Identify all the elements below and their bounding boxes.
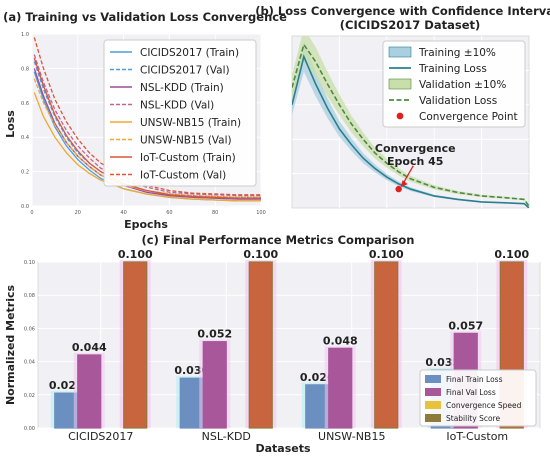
panel-b-series-line [292,54,529,208]
panel-b-confidence-band [292,41,529,208]
panel-a-xtick: 80 [212,210,218,216]
panel-c-ytick: 0.08 [24,293,35,299]
panel-a-xtick: 20 [75,210,81,216]
panel-c-bar [202,341,227,429]
panel-c-xtick: UNSW-NB15 [318,430,385,443]
panel-c-ytick: 0.06 [24,326,35,332]
panel-b-confidence-band [292,36,529,207]
panel-c-bar [328,347,353,429]
panel-a-ytick: 1.0 [21,32,29,38]
panel-b-subtitle: (CICIDS2017 Dataset) [340,18,481,32]
panel-c-bar [77,354,102,429]
panel-a-legend-label: UNSW-NB15 (Val) [140,135,232,147]
panel-c-bar-label: 0.100 [494,248,529,261]
panel-a-xtick: 40 [120,210,126,216]
panel-b-legend-label: Validation Loss [419,95,497,107]
panel-a-series-line [33,78,261,199]
panel-c-bar-label: 0.052 [197,328,232,341]
panel-a-title: (a) Training vs Validation Loss Converge… [3,10,287,24]
panel-c-bar-label: 0.100 [118,248,153,261]
panel-a-legend-label: CICIDS2017 (Train) [140,47,239,59]
panel-c-legend-label: Final Train Loss [446,375,503,384]
panel-a-xlabel: Epochs [124,218,168,231]
panel-b-title: (b) Loss Convergence with Confidence Int… [255,4,550,18]
panel-b-legend-label: Training ±10% [418,47,496,59]
panel-a-legend-label: NSL-KDD (Train) [140,82,224,94]
panel-a-ytick: 0.6 [21,101,29,107]
panel-b-annotation-text: Convergence [375,142,456,155]
panel-c-bar [248,261,273,429]
panel-c-legend-swatch [425,414,441,422]
panel-c-legend-label: Final Val Loss [446,388,496,397]
panel-a-ytick: 0.4 [21,135,29,141]
panel-a-xtick: 100 [256,210,266,216]
panel-c-xlabel: Datasets [255,442,311,455]
panel-b-legend-swatch [396,112,404,120]
panel-a-xtick: 60 [166,210,172,216]
panel-b-series-line [292,42,529,207]
panel-a-legend-label: NSL-KDD (Val) [140,100,214,112]
panel-b-legend-label: Convergence Point [419,111,518,123]
panel-c-ytick: 0.04 [24,360,35,366]
panel-a-legend-label: IoT-Custom (Val) [140,170,226,182]
panel-c-ytick: 0.02 [24,393,35,399]
panel-c-bar-label: 0.100 [369,248,404,261]
panel-a-legend-label: CICIDS2017 (Val) [140,65,230,77]
panel-b-annotation-arrowhead [400,180,408,188]
panel-c-ytick: 0.00 [24,426,35,432]
panel-c-xtick: IoT-Custom [446,430,508,443]
panel-a-ytick: 0.8 [21,66,29,72]
panel-c-legend-swatch [425,401,441,409]
panel-c-legend-swatch [425,388,441,396]
panel-c-bar-label: 0.044 [72,341,107,354]
panel-c-legend [419,369,537,427]
panel-b-legend-swatch [388,78,412,90]
panel-b-legend-label: Training Loss [418,63,487,75]
panel-c: (c) Final Performance Metrics Comparison… [4,233,541,455]
panel-c-xtick: NSL-KDD [202,430,251,443]
panel-c-legend-swatch [425,375,441,383]
panel-a-xtick: 0 [30,210,33,216]
panel-c-xtick: CICIDS2017 [68,430,133,443]
panel-a: (a) Training vs Validation Loss Converge… [3,10,287,231]
panel-c-ytick: 0.10 [24,260,35,266]
panel-b-legend-label: Validation ±10% [419,79,506,91]
panel-b: (b) Loss Convergence with Confidence Int… [255,4,550,209]
panel-b-legend-swatch [388,46,412,58]
panel-b-convergence-point [395,185,402,193]
panel-a-ytick: 0.2 [21,170,29,176]
panel-c-legend-label: Convergence Speed [446,401,522,410]
panel-a-ylabel: Loss [4,110,17,138]
panel-a-ytick: 0.0 [21,204,29,210]
panel-a-legend [103,39,257,187]
panel-c-bar [374,261,399,429]
panel-c-bar [123,261,148,429]
panel-a-legend-label: IoT-Custom (Train) [140,152,236,164]
panel-c-legend-label: Stability Score [446,414,500,423]
panel-b-annotation-text: Epoch 45 [387,155,443,168]
panel-c-title: (c) Final Performance Metrics Comparison [142,233,415,247]
panel-c-bar-label: 0.057 [448,319,483,332]
panel-b-legend [382,40,526,128]
panel-c-bar-label: 0.048 [323,334,358,347]
panel-c-ylabel: Normalized Metrics [4,284,17,405]
panel-a-legend-label: UNSW-NB15 (Train) [140,117,241,129]
panel-c-bar-label: 0.100 [243,248,278,261]
panel-b-series-group [292,36,529,208]
